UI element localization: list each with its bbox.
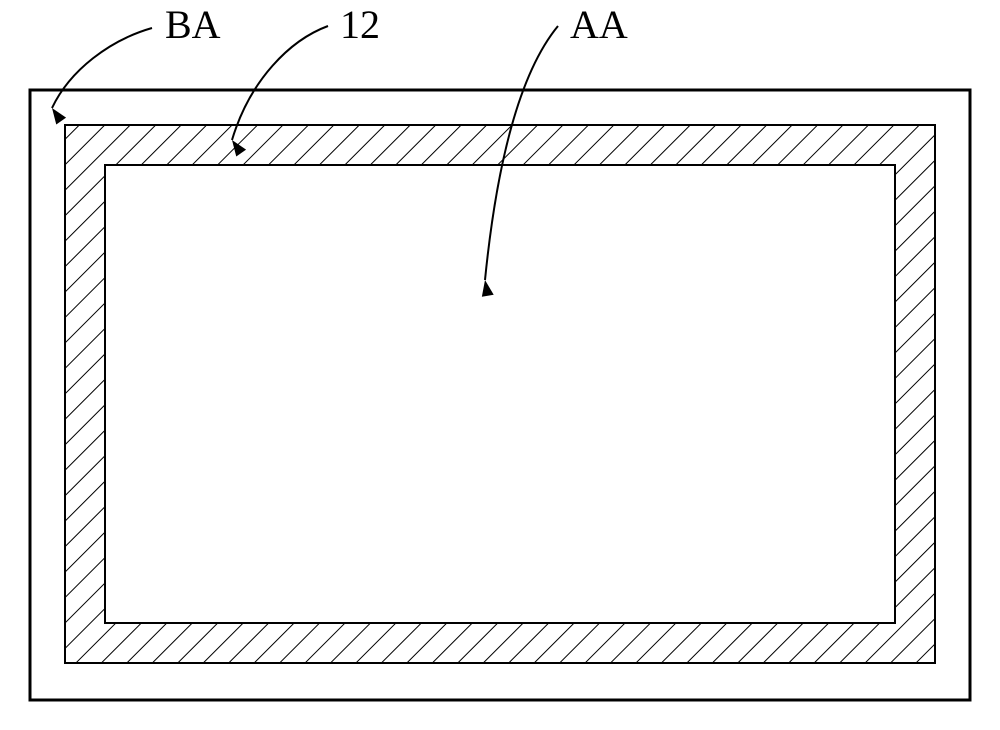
outer-border-area [30, 90, 970, 700]
label-BA: BA [165, 2, 221, 47]
label-12: 12 [340, 2, 380, 47]
label-AA: AA [570, 2, 628, 47]
